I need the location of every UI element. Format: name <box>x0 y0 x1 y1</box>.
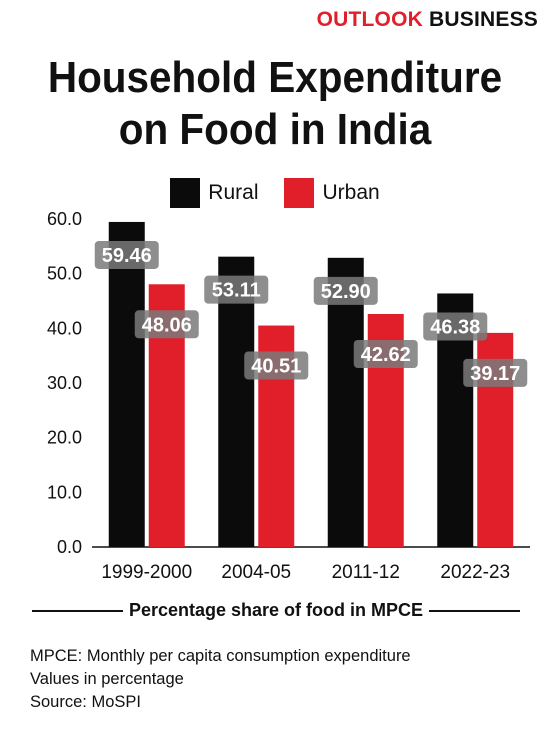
bar-rural <box>218 256 255 547</box>
y-tick-label: 40.0 <box>47 318 82 338</box>
axis-caption-row: Percentage share of food in MPCE <box>32 600 520 621</box>
brand-logo: OUTLOOK BUSINESS <box>317 8 538 32</box>
data-label-bg <box>423 312 488 341</box>
bar-rural <box>108 221 145 547</box>
data-label: 59.46 <box>102 245 152 267</box>
chart-title-line1: Household Expenditure <box>47 53 503 102</box>
data-label-bg <box>313 276 378 305</box>
bar-rural <box>327 257 364 547</box>
caption-rule-left <box>32 609 123 612</box>
data-label: 39.17 <box>470 363 520 385</box>
x-tick-label: 1999-2000 <box>101 562 192 583</box>
y-tick-label: 60.0 <box>47 209 82 229</box>
chart-title: Household Expenditure on Food in India <box>22 52 528 156</box>
y-tick-label: 0.0 <box>57 537 82 557</box>
note-mpce-definition: MPCE: Monthly per capita consumption exp… <box>30 647 411 665</box>
axis-caption: Percentage share of food in MPCE <box>128 600 424 620</box>
data-label-bg <box>204 275 269 304</box>
y-tick-label: 20.0 <box>47 428 82 448</box>
data-label-bg <box>94 240 159 269</box>
bar-chart: 0.0 10.0 20.0 30.0 40.0 50.0 60.0 1999-2000 2004… <box>47 209 530 583</box>
note-units: Values in percentage <box>30 670 184 688</box>
legend-label-urban: Urban <box>322 181 380 204</box>
chart-notes: MPCE: Monthly per capita consumption exp… <box>30 645 411 714</box>
data-label: 40.51 <box>251 356 301 378</box>
x-tick-label: 2011-12 <box>332 562 400 583</box>
data-label: 53.11 <box>212 280 261 302</box>
data-label: 46.38 <box>430 316 480 338</box>
data-label-bg <box>463 358 528 387</box>
chart-legend: Rural Urban <box>0 178 550 208</box>
legend-item-urban: Urban <box>284 178 380 208</box>
data-label-bg <box>134 310 199 339</box>
legend-item-rural: Rural <box>170 178 258 208</box>
y-tick-label: 10.0 <box>47 482 82 502</box>
x-tick-label: 2022-23 <box>440 562 510 583</box>
legend-label-rural: Rural <box>208 181 259 204</box>
legend-swatch-rural <box>170 178 201 208</box>
data-label-bg <box>353 340 418 369</box>
brand-logo-part2: BUSINESS <box>429 8 538 31</box>
note-source: Source: MoSPI <box>30 693 141 711</box>
chart-title-line2: on Food in India <box>118 105 432 154</box>
data-label: 52.90 <box>321 281 371 303</box>
brand-logo-part1: OUTLOOK <box>316 8 423 31</box>
legend-swatch-urban <box>284 178 315 208</box>
data-label: 42.62 <box>361 344 411 366</box>
y-tick-label: 30.0 <box>47 373 82 393</box>
data-label: 48.06 <box>142 314 192 336</box>
caption-rule-right <box>429 609 520 612</box>
y-tick-label: 50.0 <box>47 264 82 284</box>
x-tick-label: 2004-05 <box>221 562 291 583</box>
data-label-bg <box>244 351 309 380</box>
